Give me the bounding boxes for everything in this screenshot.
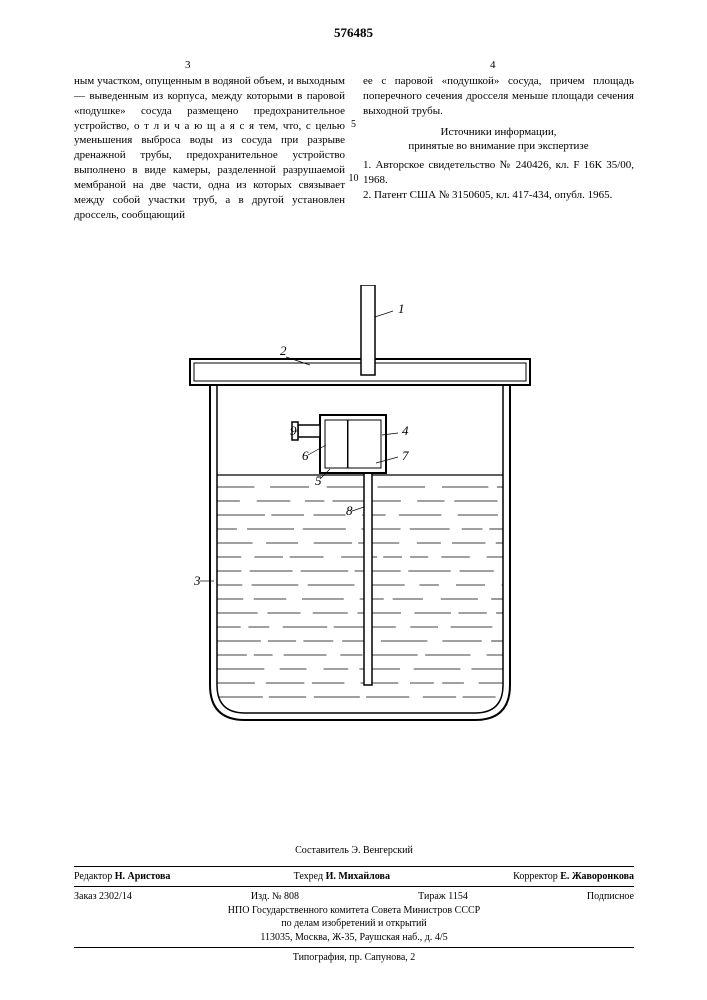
imprint-block: Составитель Э. Венгерский Редактор Н. Ар… xyxy=(74,840,634,965)
column-number-left: 3 xyxy=(185,58,191,73)
corrector: Корректор Е. Жаворонкова xyxy=(513,870,634,884)
right-text-1: ее с паровой «подушкой» сосуда, причем п… xyxy=(363,74,634,119)
org-address: 113035, Москва, Ж-35, Раушская наб., д. … xyxy=(74,931,634,945)
technical-figure: 1 2 3 4 56 7 8 9 xyxy=(150,285,550,755)
sources-line2: принятые во внимание при экспертизе xyxy=(408,140,588,152)
patent-number: 576485 xyxy=(334,24,373,42)
svg-text:5: 5 xyxy=(315,473,322,488)
svg-text:9: 9 xyxy=(290,423,297,438)
svg-text:8: 8 xyxy=(346,503,353,518)
svg-text:3: 3 xyxy=(193,573,201,588)
sources-heading: Источники информации, принятые во вниман… xyxy=(363,125,634,155)
izd-number: Изд. № 808 xyxy=(251,890,299,904)
reference-2: 2. Патент США № 3150605, кл. 417-434, оп… xyxy=(363,188,634,203)
org-line-2: по делам изобретений и открытий xyxy=(74,917,634,931)
text-columns: ным участком, опущенным в водяной объем,… xyxy=(74,74,634,222)
left-column: ным участком, опущенным в водяной объем,… xyxy=(74,74,345,222)
compiler: Составитель Э. Венгерский xyxy=(74,844,634,858)
editor: Редактор Н. Аристова xyxy=(74,870,170,884)
left-column-text: ным участком, опущенным в водяной объем,… xyxy=(74,74,345,222)
column-number-right: 4 xyxy=(490,58,496,73)
svg-text:7: 7 xyxy=(402,448,409,463)
tehred: Техред И. Михайлова xyxy=(294,870,390,884)
editorial-row: Редактор Н. Аристова Техред И. Михайлова… xyxy=(74,866,634,884)
svg-text:1: 1 xyxy=(398,301,405,316)
order-number: Заказ 2302/14 xyxy=(74,890,132,904)
sources-line1: Источники информации, xyxy=(441,126,557,138)
order-row: Заказ 2302/14 Изд. № 808 Тираж 1154 Подп… xyxy=(74,886,634,944)
svg-text:4: 4 xyxy=(402,423,409,438)
printer-line: Типография, пр. Сапунова, 2 xyxy=(74,947,634,965)
tirazh: Тираж 1154 xyxy=(418,890,468,904)
svg-text:2: 2 xyxy=(280,343,287,358)
subscription: Подписное xyxy=(587,890,634,904)
org-line-1: НПО Государственного комитета Совета Мин… xyxy=(74,904,634,918)
reference-1: 1. Авторское свидетельство № 240426, кл.… xyxy=(363,158,634,188)
svg-text:6: 6 xyxy=(302,448,309,463)
right-column: ее с паровой «подушкой» сосуда, причем п… xyxy=(363,74,634,222)
